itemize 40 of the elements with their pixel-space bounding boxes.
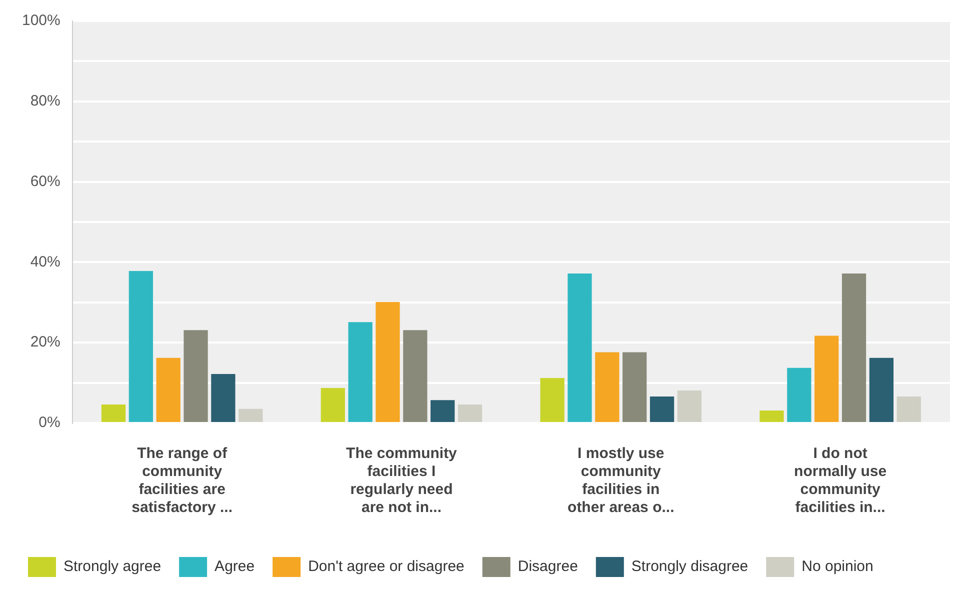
legend-label: No opinion (802, 558, 874, 576)
bar (568, 273, 592, 422)
y-tick-label: 60% (30, 172, 60, 190)
bar (540, 378, 564, 422)
bar (650, 396, 674, 422)
x-tick-label: The community facilities I regularly need are not in... (346, 445, 458, 516)
bar (458, 404, 482, 422)
bar (238, 408, 263, 422)
bar (842, 273, 866, 422)
bar (128, 271, 153, 422)
bar (430, 400, 455, 422)
legend-label: Strongly disagree (631, 558, 748, 576)
y-tick-label: 0% (38, 414, 60, 432)
bar (348, 322, 372, 422)
bar (622, 352, 647, 422)
bar (787, 368, 812, 422)
bar (677, 390, 702, 422)
legend-label: Strongly agree (64, 558, 162, 576)
x-tick-label: I do not normally use community facilities in... (794, 445, 887, 516)
y-tick-label: 80% (30, 92, 60, 110)
bar (211, 374, 236, 422)
y-tick-label: 40% (30, 253, 60, 270)
legend-label: Don't agree or disagree (308, 558, 464, 576)
bar (101, 404, 126, 422)
bar (869, 358, 894, 422)
bar (184, 330, 208, 422)
y-tick-label: 20% (30, 334, 60, 351)
bar (156, 358, 180, 422)
bar (320, 388, 345, 422)
bar (595, 352, 620, 422)
bar (760, 410, 784, 422)
bar (403, 330, 428, 422)
bar (376, 302, 400, 422)
bar (896, 396, 921, 422)
bar (814, 336, 839, 422)
x-tick-label: I mostly use community facilities in other areas o... (568, 445, 674, 516)
x-tick-label: The range of community facilities are satisfactory ... (132, 445, 233, 516)
legend-label: Disagree (518, 558, 578, 576)
y-tick-label: 100% (22, 12, 60, 30)
legend-label: Agree (214, 558, 255, 576)
